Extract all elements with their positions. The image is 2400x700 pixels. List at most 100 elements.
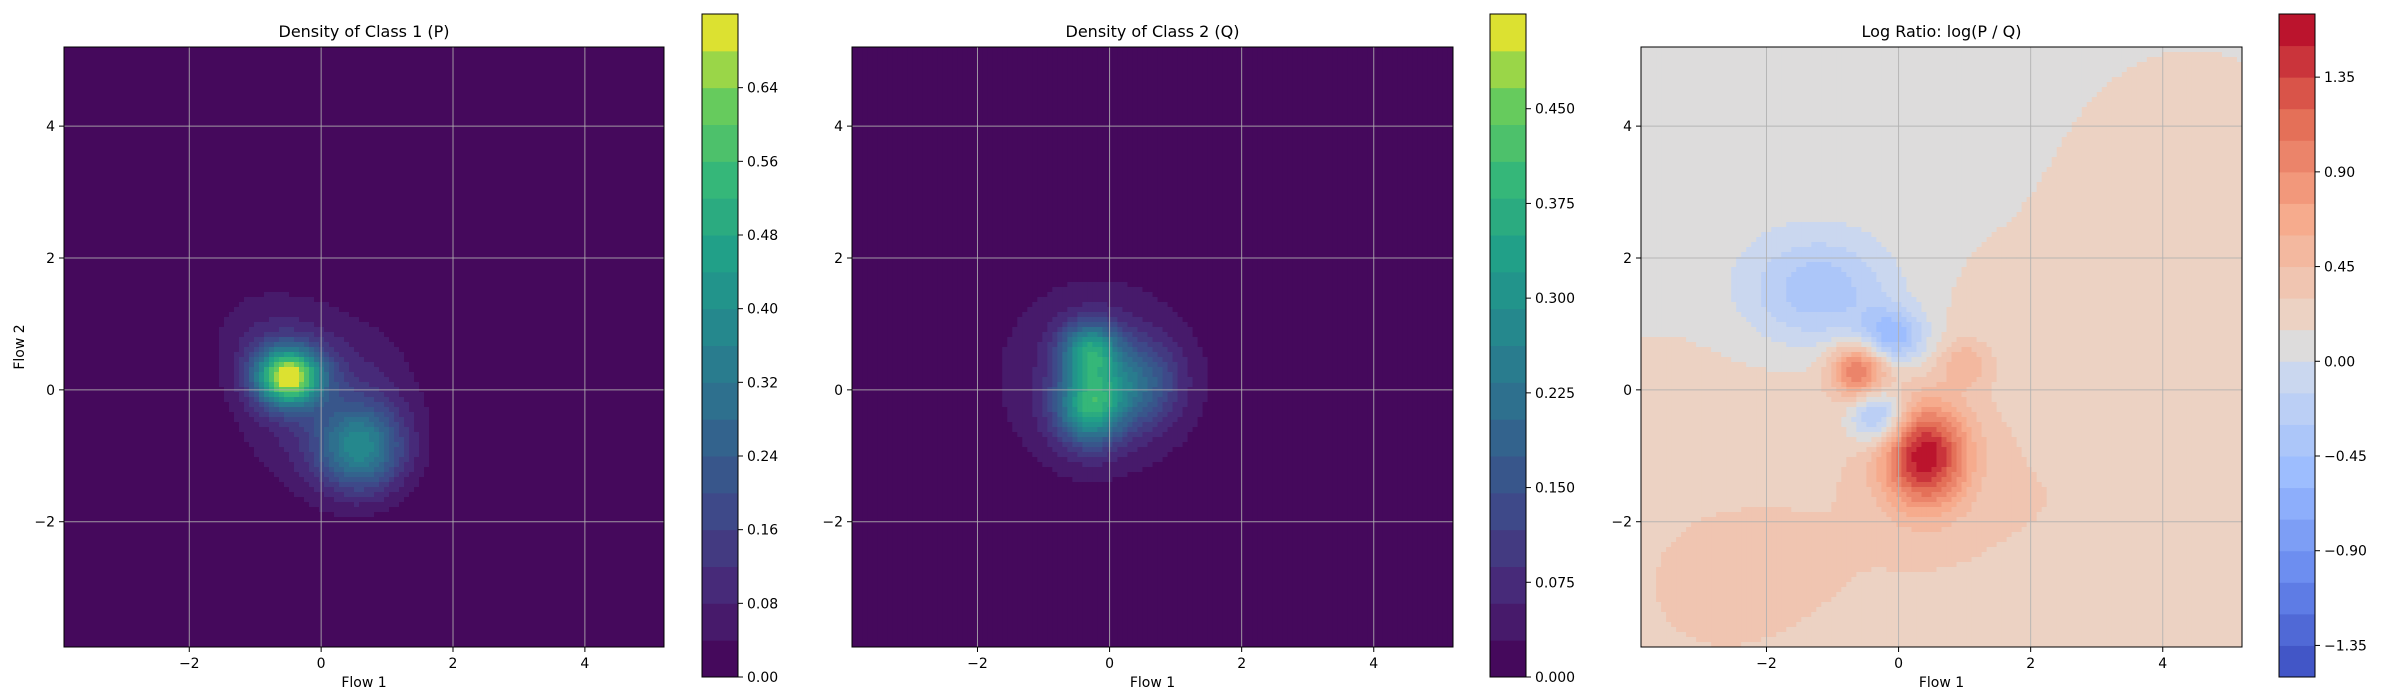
heatmap-cell: [609, 137, 615, 143]
heatmap-cell: [639, 232, 645, 238]
heatmap-cell: [289, 172, 295, 178]
heatmap-cell: [244, 207, 250, 213]
heatmap-cell: [404, 252, 410, 258]
heatmap-cell: [204, 177, 210, 183]
heatmap-cell: [299, 152, 305, 158]
heatmap-cell: [649, 232, 655, 238]
heatmap-cell: [144, 252, 150, 258]
heatmap-cell: [429, 132, 435, 138]
heatmap-cell: [234, 197, 240, 203]
heatmap-cell: [304, 72, 310, 78]
heatmap-cell: [404, 182, 410, 188]
heatmap-cell: [404, 157, 410, 163]
heatmap-cell: [629, 127, 635, 133]
heatmap-cell: [174, 72, 180, 78]
heatmap-cell: [544, 117, 550, 123]
heatmap-cell: [494, 142, 500, 148]
heatmap-cell: [509, 77, 515, 83]
heatmap-cell: [234, 117, 240, 123]
heatmap-cell: [369, 102, 375, 108]
heatmap-cell: [249, 122, 255, 128]
heatmap-cell: [309, 127, 315, 133]
heatmap-cell: [459, 227, 465, 233]
heatmap-cell: [629, 172, 635, 178]
heatmap-cell: [479, 177, 485, 183]
heatmap-cell: [269, 247, 275, 253]
heatmap-cell: [289, 72, 295, 78]
heatmap-cell: [594, 197, 600, 203]
heatmap-cell: [294, 162, 300, 168]
heatmap-cell: [334, 62, 340, 68]
heatmap-cell: [424, 107, 430, 113]
heatmap-cell: [289, 47, 295, 53]
heatmap-cell: [299, 147, 305, 153]
heatmap-cell: [554, 157, 560, 163]
heatmap-cell: [74, 217, 80, 223]
heatmap-cell: [114, 182, 120, 188]
heatmap-cell: [469, 122, 475, 128]
heatmap-cell: [624, 177, 630, 183]
heatmap-cell: [324, 77, 330, 83]
heatmap-cell: [174, 217, 180, 223]
heatmap-cell: [579, 97, 585, 103]
heatmap-cell: [394, 157, 400, 163]
heatmap-cell: [454, 62, 460, 68]
heatmap-cell: [279, 192, 285, 198]
heatmap-cell: [469, 52, 475, 58]
heatmap-cell: [359, 157, 365, 163]
heatmap-cell: [309, 137, 315, 143]
heatmap-cell: [484, 52, 490, 58]
heatmap-cell: [649, 132, 655, 138]
heatmap-cell: [94, 107, 100, 113]
heatmap-cell: [549, 137, 555, 143]
heatmap-cell: [64, 77, 70, 83]
heatmap-cell: [569, 242, 575, 248]
heatmap-cell: [544, 202, 550, 208]
heatmap-cell: [324, 67, 330, 73]
heatmap-cell: [509, 182, 515, 188]
heatmap-cell: [419, 102, 425, 108]
heatmap-cell: [94, 197, 100, 203]
heatmap-cell: [419, 172, 425, 178]
heatmap-cell: [569, 192, 575, 198]
heatmap-cell: [349, 107, 355, 113]
heatmap-cell: [554, 137, 560, 143]
heatmap-cell: [109, 197, 115, 203]
heatmap-cell: [234, 127, 240, 133]
heatmap-cell: [314, 107, 320, 113]
heatmap-cell: [499, 167, 505, 173]
heatmap-cell: [284, 227, 290, 233]
heatmap-cell: [424, 47, 430, 53]
heatmap-cell: [624, 82, 630, 88]
heatmap-cell: [469, 112, 475, 118]
heatmap-cell: [304, 117, 310, 123]
heatmap-cell: [394, 192, 400, 198]
heatmap-cell: [494, 182, 500, 188]
heatmap-cell: [194, 222, 200, 228]
heatmap-cell: [374, 47, 380, 53]
heatmap-cell: [274, 57, 280, 63]
heatmap-cell: [64, 157, 70, 163]
heatmap-cell: [554, 167, 560, 173]
heatmap-cell: [369, 57, 375, 63]
heatmap-cell: [629, 62, 635, 68]
heatmap-cell: [369, 142, 375, 148]
heatmap-cell: [294, 67, 300, 73]
heatmap-cell: [234, 222, 240, 228]
heatmap-cell: [389, 197, 395, 203]
heatmap-cell: [429, 172, 435, 178]
heatmap-cell: [189, 162, 195, 168]
heatmap-cell: [149, 222, 155, 228]
heatmap-cell: [359, 217, 365, 223]
heatmap-cell: [329, 62, 335, 68]
heatmap-cell: [569, 132, 575, 138]
heatmap-cell: [129, 182, 135, 188]
heatmap-cell: [169, 247, 175, 253]
heatmap-cell: [234, 67, 240, 73]
heatmap-cell: [174, 92, 180, 98]
heatmap-cell: [259, 107, 265, 113]
heatmap-cell: [654, 167, 660, 173]
heatmap-cell: [584, 132, 590, 138]
heatmap-cell: [584, 67, 590, 73]
heatmap-cell: [224, 122, 230, 128]
